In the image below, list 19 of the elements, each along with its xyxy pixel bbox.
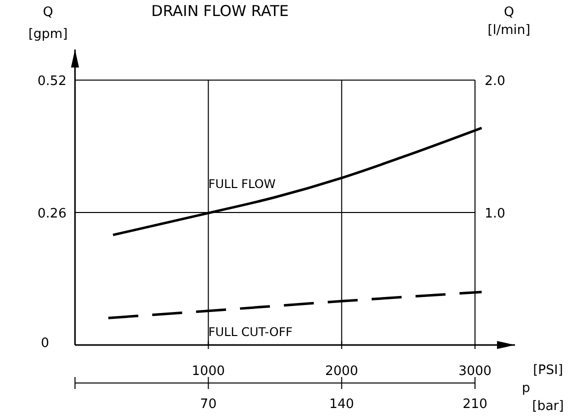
series-label: FULL FLOW (208, 177, 276, 192)
x-axis-title: [PSI] (532, 363, 564, 378)
y-axis-title: Q [gpm] (28, 5, 68, 42)
x2-tick-label: 210 (462, 397, 488, 412)
x-tick-label: 1000 (192, 364, 225, 379)
y-tick-label: 0 (40, 336, 50, 351)
y2-tick-label: 2.0 (484, 74, 506, 90)
y-tick-label: 0.26 (38, 206, 66, 222)
x2-axis-title: [bar] (532, 399, 564, 414)
x2-tick-label: 70 (200, 397, 217, 412)
text: p (522, 381, 530, 396)
x-tick-label: 3000 (458, 364, 492, 379)
series-label: FULL CUT-OFF (208, 324, 293, 339)
x2-tick-label: 140 (329, 397, 354, 412)
y2-axis-title: Q [l/min] (488, 5, 530, 38)
y-tick-label: 0.52 (38, 74, 66, 90)
x-tick-label: 2000 (325, 364, 358, 379)
chart-title: DRAIN FLOW RATE (151, 2, 289, 20)
y2-tick-label: 1.0 (484, 206, 506, 222)
